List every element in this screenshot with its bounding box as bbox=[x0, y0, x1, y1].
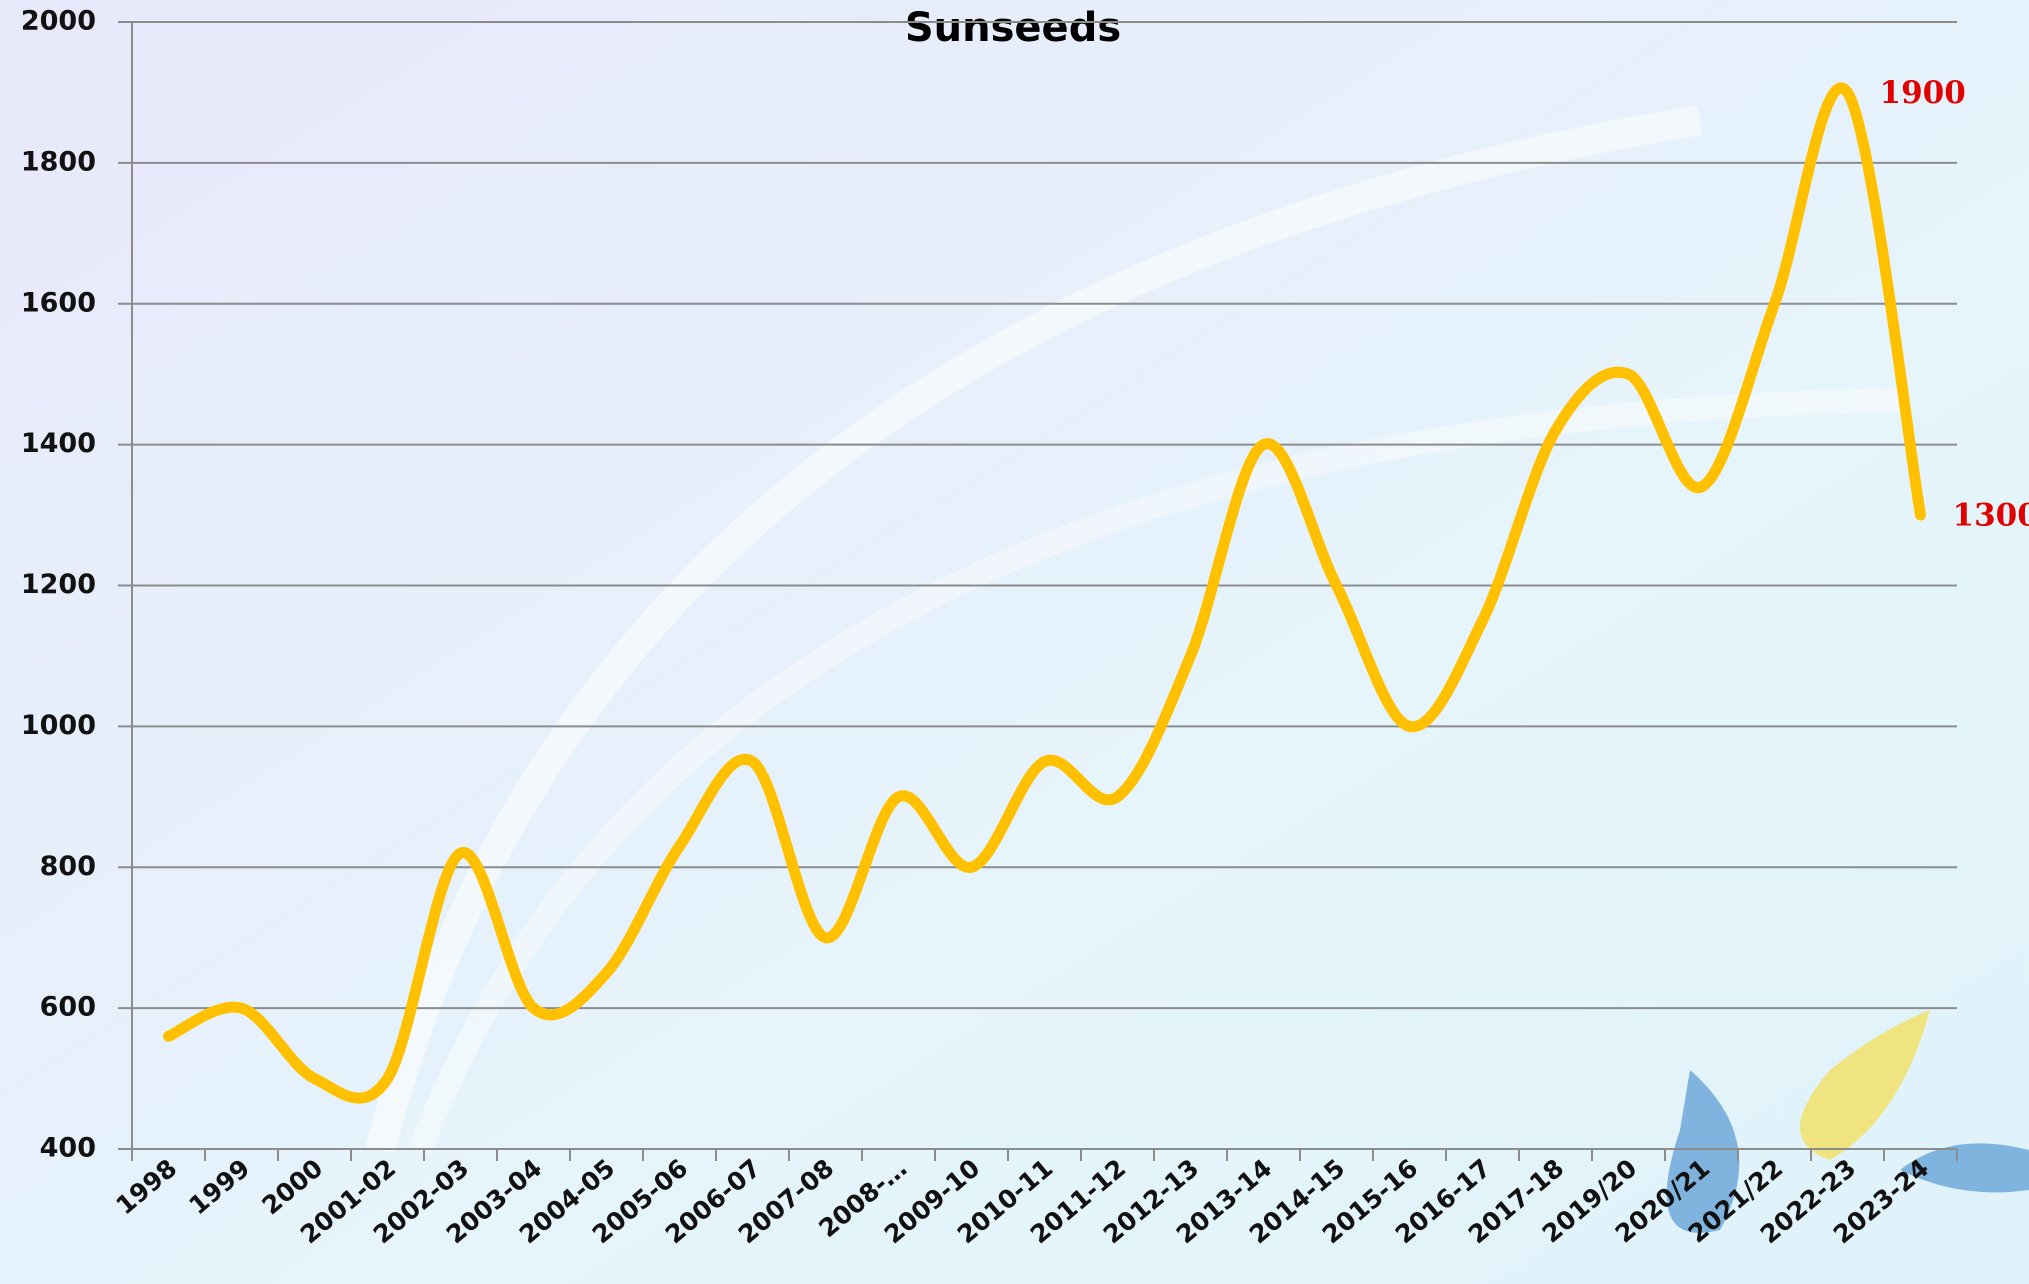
chart-title: Sunseeds bbox=[905, 5, 1121, 51]
decoration bbox=[1800, 1010, 1930, 1160]
y-tick-label: 1400 bbox=[21, 428, 96, 459]
decoration bbox=[1900, 1143, 2029, 1193]
y-tick-label: 1800 bbox=[21, 146, 96, 177]
y-tick-label: 1000 bbox=[21, 710, 96, 741]
y-tick-label: 1200 bbox=[21, 569, 96, 600]
y-tick-label: 2000 bbox=[21, 6, 96, 37]
y-tick-label: 800 bbox=[40, 851, 96, 882]
y-tick-label: 400 bbox=[40, 1133, 96, 1164]
y-tick-label: 600 bbox=[40, 992, 96, 1023]
line bbox=[163, 82, 1926, 1104]
y-tick-label: 1600 bbox=[21, 287, 96, 318]
decoration bbox=[365, 105, 1703, 1154]
data-label: 1300 bbox=[1953, 498, 2029, 534]
data-label: 1900 bbox=[1880, 75, 1966, 111]
decoration bbox=[1666, 1070, 1740, 1233]
